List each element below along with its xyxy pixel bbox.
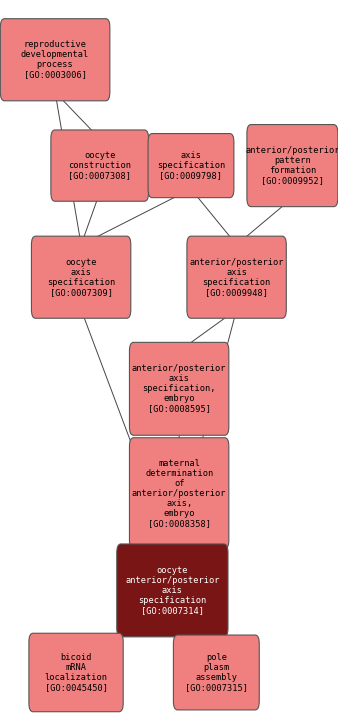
FancyBboxPatch shape <box>29 634 123 711</box>
Text: reproductive
developmental
process
[GO:0003006]: reproductive developmental process [GO:0… <box>21 40 89 79</box>
Text: maternal
determination
of
anterior/posterior
axis,
embryo
[GO:0008358]: maternal determination of anterior/poste… <box>132 459 226 528</box>
FancyBboxPatch shape <box>173 635 259 710</box>
Text: oocyte
axis
specification
[GO:0007309]: oocyte axis specification [GO:0007309] <box>47 258 115 297</box>
Text: oocyte
anterior/posterior
axis
specification
[GO:0007314]: oocyte anterior/posterior axis specifica… <box>125 566 220 615</box>
FancyBboxPatch shape <box>31 236 131 318</box>
Text: axis
specification
[GO:0009798]: axis specification [GO:0009798] <box>157 151 225 180</box>
FancyBboxPatch shape <box>148 133 234 197</box>
Text: anterior/posterior
pattern
formation
[GO:0009952]: anterior/posterior pattern formation [GO… <box>245 146 338 185</box>
Text: bicoid
mRNA
localization
[GO:0045450]: bicoid mRNA localization [GO:0045450] <box>45 653 107 692</box>
Text: oocyte
construction
[GO:0007308]: oocyte construction [GO:0007308] <box>68 151 131 180</box>
Text: anterior/posterior
axis
specification,
embryo
[GO:0008595]: anterior/posterior axis specification, e… <box>132 364 226 413</box>
FancyBboxPatch shape <box>247 125 338 207</box>
FancyBboxPatch shape <box>129 343 229 435</box>
Text: anterior/posterior
axis
specification
[GO:0009948]: anterior/posterior axis specification [G… <box>189 258 284 297</box>
Text: pole
plasm
assembly
[GO:0007315]: pole plasm assembly [GO:0007315] <box>185 653 248 692</box>
FancyBboxPatch shape <box>187 236 286 318</box>
FancyBboxPatch shape <box>129 438 229 549</box>
FancyBboxPatch shape <box>0 19 110 101</box>
FancyBboxPatch shape <box>51 130 148 201</box>
FancyBboxPatch shape <box>117 544 228 636</box>
